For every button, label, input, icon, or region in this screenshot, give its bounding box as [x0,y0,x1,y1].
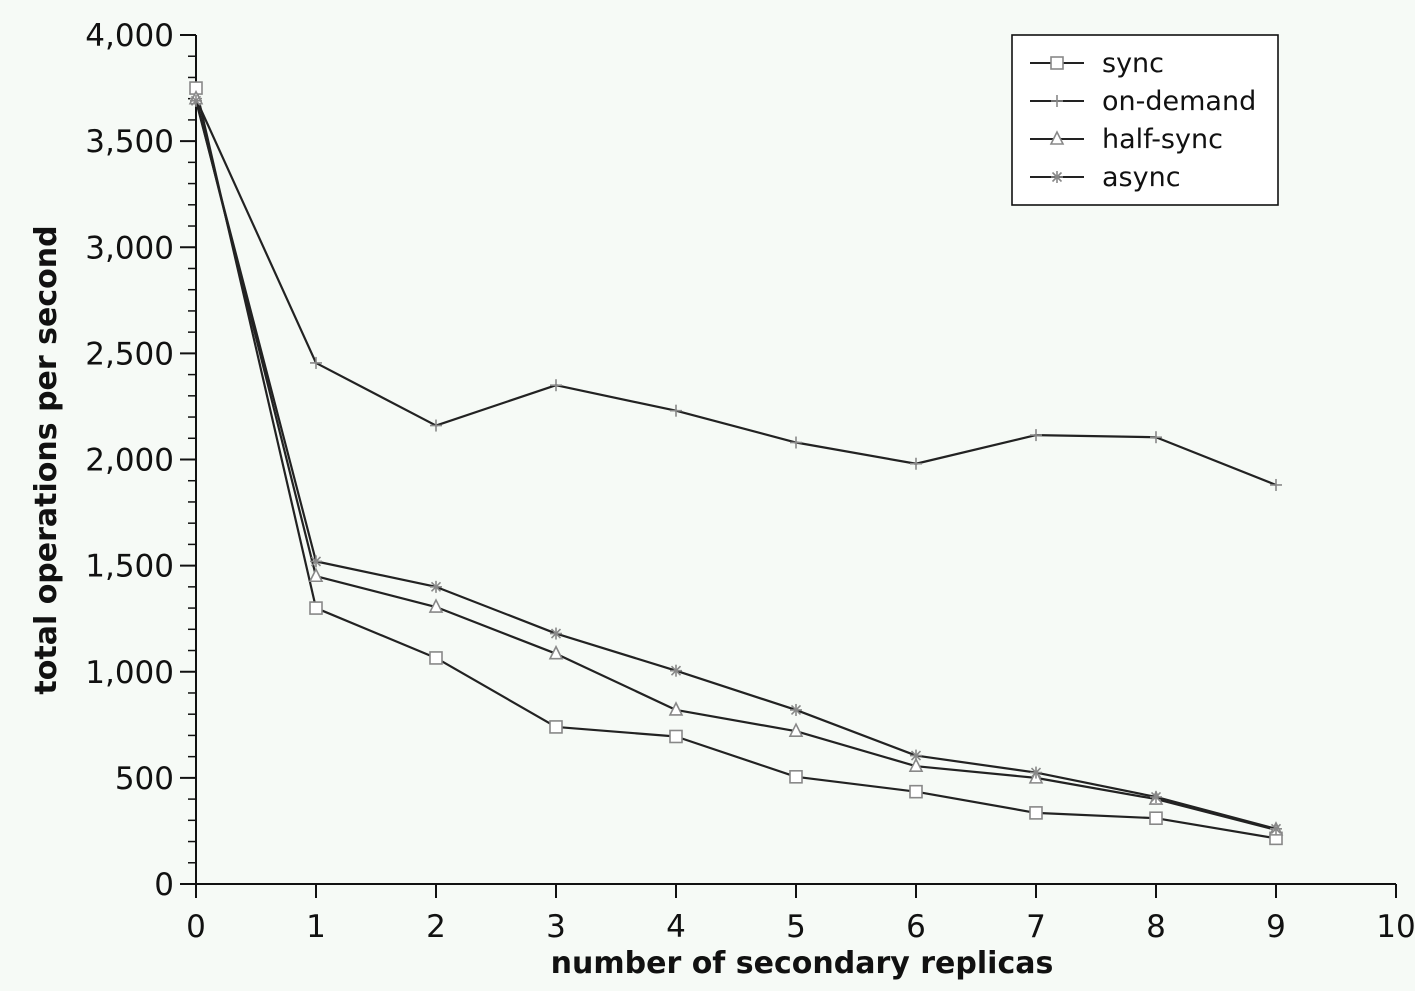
y-tick-label: 3,000 [85,230,174,266]
series-async [190,94,1282,835]
data-point-async [1150,790,1162,803]
data-point-half-sync [548,644,564,660]
x-tick-label: 8 [1146,909,1166,945]
series-on-demand [190,92,1282,491]
data-point-on-demand [1030,429,1042,442]
x-tick-label: 4 [666,909,686,945]
x-tick-label: 0 [186,909,206,945]
data-point-sync [309,601,323,615]
legend-item-async: async [1030,162,1181,193]
legend-label: async [1102,162,1181,193]
legend-item-sync: sync [1030,48,1164,79]
series-line-sync [194,87,1277,840]
data-point-async [670,664,682,677]
x-tick-label: 2 [426,909,446,945]
data-point-sync [1029,806,1043,820]
series-line-on-demand [194,98,1277,486]
data-point-sync [789,770,803,784]
legend: sync on-demand half-sync async [1011,34,1279,206]
legend-label: sync [1102,48,1164,79]
y-tick-label: 1,500 [85,549,174,585]
data-point-half-sync [428,598,444,613]
legend-marker [1050,56,1064,70]
series-line-half-sync [194,98,1277,831]
y-tick-label: 3,500 [85,124,174,160]
y-tick-label: 4,000 [85,18,174,54]
data-point-sync [429,651,443,665]
data-point-on-demand [310,356,322,369]
y-axis-title: total operations per second [29,225,64,694]
data-point-sync [1149,811,1163,826]
x-axis-title: number of secondary replicas [551,946,1054,981]
data-point-on-demand [550,379,562,392]
data-point-half-sync [908,757,924,773]
y-tick-label: 2,000 [85,443,174,479]
x-tick-label: 10 [1376,909,1415,945]
x-tick-label: 6 [906,909,926,945]
data-point-async [1270,822,1282,835]
x-tick-label: 9 [1266,909,1286,945]
data-point-sync [669,729,683,744]
axes: 0 500 1,000 1,500 2,000 2,500 3,000 3,500 4,000 0… [85,18,1415,945]
data-point-sync [909,784,923,799]
y-tick-label: 2,500 [85,336,174,372]
legend-item-on-demand: on-demand [1030,86,1256,117]
legend-label: on-demand [1102,86,1256,117]
data-point-async [190,94,202,107]
data-point-half-sync [308,567,324,583]
x-tick-label: 5 [786,909,806,945]
y-tick-label: 500 [115,761,174,797]
series-line-async [194,100,1277,830]
data-point-on-demand [1150,431,1162,444]
data-point-async [430,580,442,593]
data-point-sync [549,720,563,734]
legend-label: half-sync [1102,124,1223,155]
data-point-async [550,627,562,640]
data-point-async [1030,766,1042,779]
y-tick-label: 1,000 [85,655,174,691]
x-tick-label: 7 [1026,909,1046,945]
data-point-half-sync [668,701,684,716]
data-point-async [310,555,322,568]
legend-marker [1051,171,1063,183]
x-tick-label: 1 [306,909,326,945]
data-point-async [790,703,802,716]
data-point-on-demand [1270,478,1282,491]
x-tick-label: 3 [546,909,566,945]
data-point-async [910,749,922,762]
legend-item-half-sync: half-sync [1030,124,1223,155]
data-point-half-sync [788,722,804,737]
y-tick-label: 0 [154,867,174,903]
series-lines [188,81,1284,846]
data-point-on-demand [790,436,802,449]
legend-marker [1051,95,1063,107]
data-point-on-demand [430,419,442,432]
data-point-on-demand [910,457,922,470]
data-point-on-demand [670,404,682,417]
legend-marker [1049,130,1065,145]
